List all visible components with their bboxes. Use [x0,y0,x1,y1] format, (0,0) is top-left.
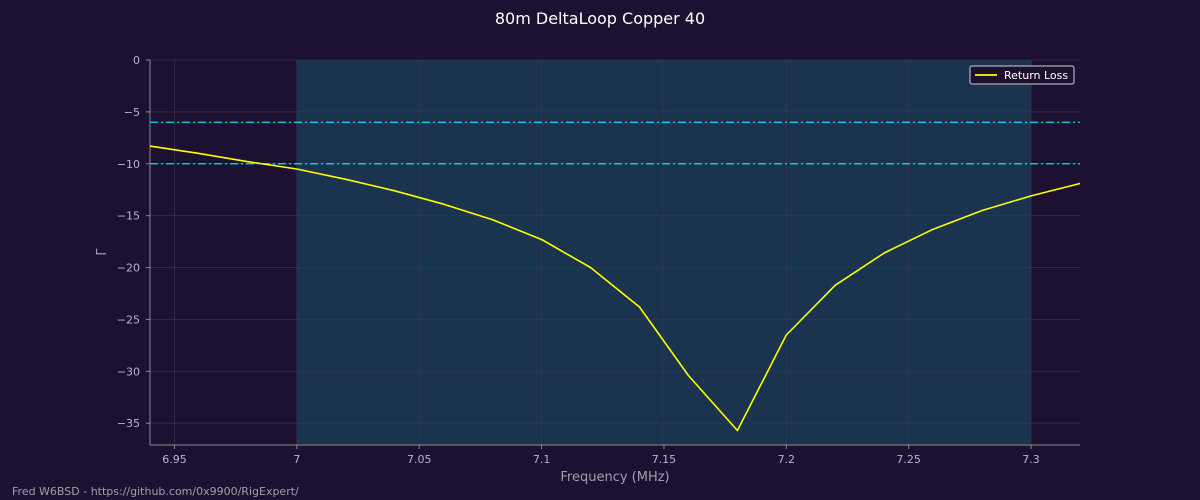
x-tick-label: 7.2 [778,453,796,466]
x-tick-label: 7.15 [652,453,677,466]
legend-label: Return Loss [1004,69,1068,82]
legend: Return Loss [969,65,1075,85]
chart-title: 80m DeltaLoop Copper 40 [495,9,705,28]
x-tick-label: 7.25 [896,453,921,466]
y-axis-label: Γ [95,248,110,256]
y-tick-label: −20 [117,262,140,275]
y-tick-label: −10 [117,158,140,171]
legend-box [969,65,1075,85]
y-tick-label: −15 [117,210,140,223]
x-tick-label: 7.3 [1022,453,1040,466]
y-tick-label: −30 [117,365,140,378]
y-tick-label: 0 [133,54,140,67]
plot-area: 6.95 7 7.05 7.1 7.15 7.2 7.25 7.3 0 −5 −10 −15 −20 −2… [117,54,1081,466]
y-tick-label: −35 [117,417,140,430]
x-tick-label: 7 [293,453,300,466]
x-tick-label: 6.95 [162,453,187,466]
x-axis-label: Frequency (MHz) [560,470,669,485]
footer-credit: Fred W6BSD - https://github.com/0x9900/R… [12,485,299,498]
x-tick-label: 7.05 [407,453,432,466]
y-tick-label: −25 [117,313,140,326]
y-tick-label: −5 [124,106,140,119]
x-tick-label: 7.1 [533,453,551,466]
series-line-return-loss [149,145,1081,432]
